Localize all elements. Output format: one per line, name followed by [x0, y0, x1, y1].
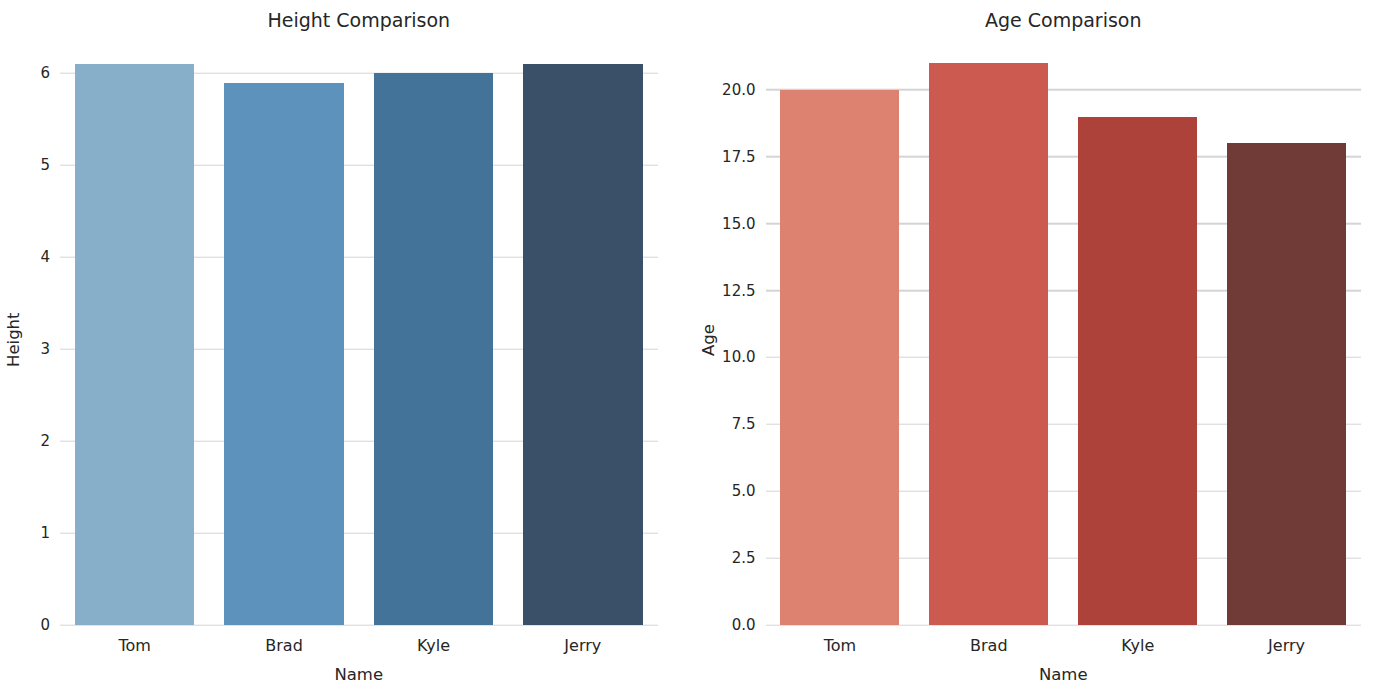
bar-tom	[780, 90, 899, 625]
y-tick-label: 5	[40, 158, 50, 173]
x-tick-label: Kyle	[1121, 636, 1154, 655]
x-tick-label: Brad	[970, 636, 1008, 655]
bar-kyle	[1078, 117, 1197, 625]
y-tick-label: 5.0	[732, 484, 756, 499]
bar-brad	[224, 83, 344, 625]
y-tick-label: 10.0	[722, 350, 755, 365]
y-tick-label: 0	[40, 618, 50, 633]
y-tick-label: 1	[40, 526, 50, 541]
y-tick-label: 20.0	[722, 82, 755, 97]
y-tick-label: 15.0	[722, 216, 755, 231]
figure: Height Comparison Height 0123456TomBradK…	[0, 0, 1389, 690]
y-tick-label: 3	[40, 342, 50, 357]
y-axis-label: Height	[4, 55, 23, 625]
plot-area: 0.02.55.07.510.012.515.017.520.0TomBradK…	[766, 55, 1362, 625]
y-axis-label: Age	[699, 55, 718, 625]
y-tick-label: 7.5	[732, 417, 756, 432]
y-tick-label: 2	[40, 434, 50, 449]
height-comparison-chart: Height Comparison Height 0123456TomBradK…	[0, 0, 695, 690]
y-tick-label: 2.5	[732, 551, 756, 566]
x-axis-label: Name	[60, 665, 658, 684]
x-axis-label: Name	[766, 665, 1362, 684]
x-tick-label: Jerry	[1268, 636, 1305, 655]
y-tick-label: 17.5	[722, 149, 755, 164]
age-comparison-chart: Age Comparison Age 0.02.55.07.510.012.51…	[695, 0, 1389, 690]
x-tick-label: Tom	[118, 636, 150, 655]
plot-area: 0123456TomBradKyleJerry	[60, 55, 658, 625]
bar-kyle	[374, 73, 494, 625]
y-tick-label: 12.5	[722, 283, 755, 298]
bar-tom	[75, 64, 195, 625]
chart-title: Age Comparison	[766, 9, 1362, 31]
chart-title: Height Comparison	[60, 9, 658, 31]
x-tick-label: Tom	[824, 636, 856, 655]
x-tick-label: Jerry	[564, 636, 601, 655]
bar-jerry	[1227, 143, 1346, 625]
x-tick-label: Kyle	[417, 636, 450, 655]
y-tick-label: 6	[40, 66, 50, 81]
x-tick-label: Brad	[265, 636, 303, 655]
bar-jerry	[523, 64, 643, 625]
bar-brad	[929, 63, 1048, 625]
y-tick-label: 0.0	[732, 618, 756, 633]
y-tick-label: 4	[40, 250, 50, 265]
